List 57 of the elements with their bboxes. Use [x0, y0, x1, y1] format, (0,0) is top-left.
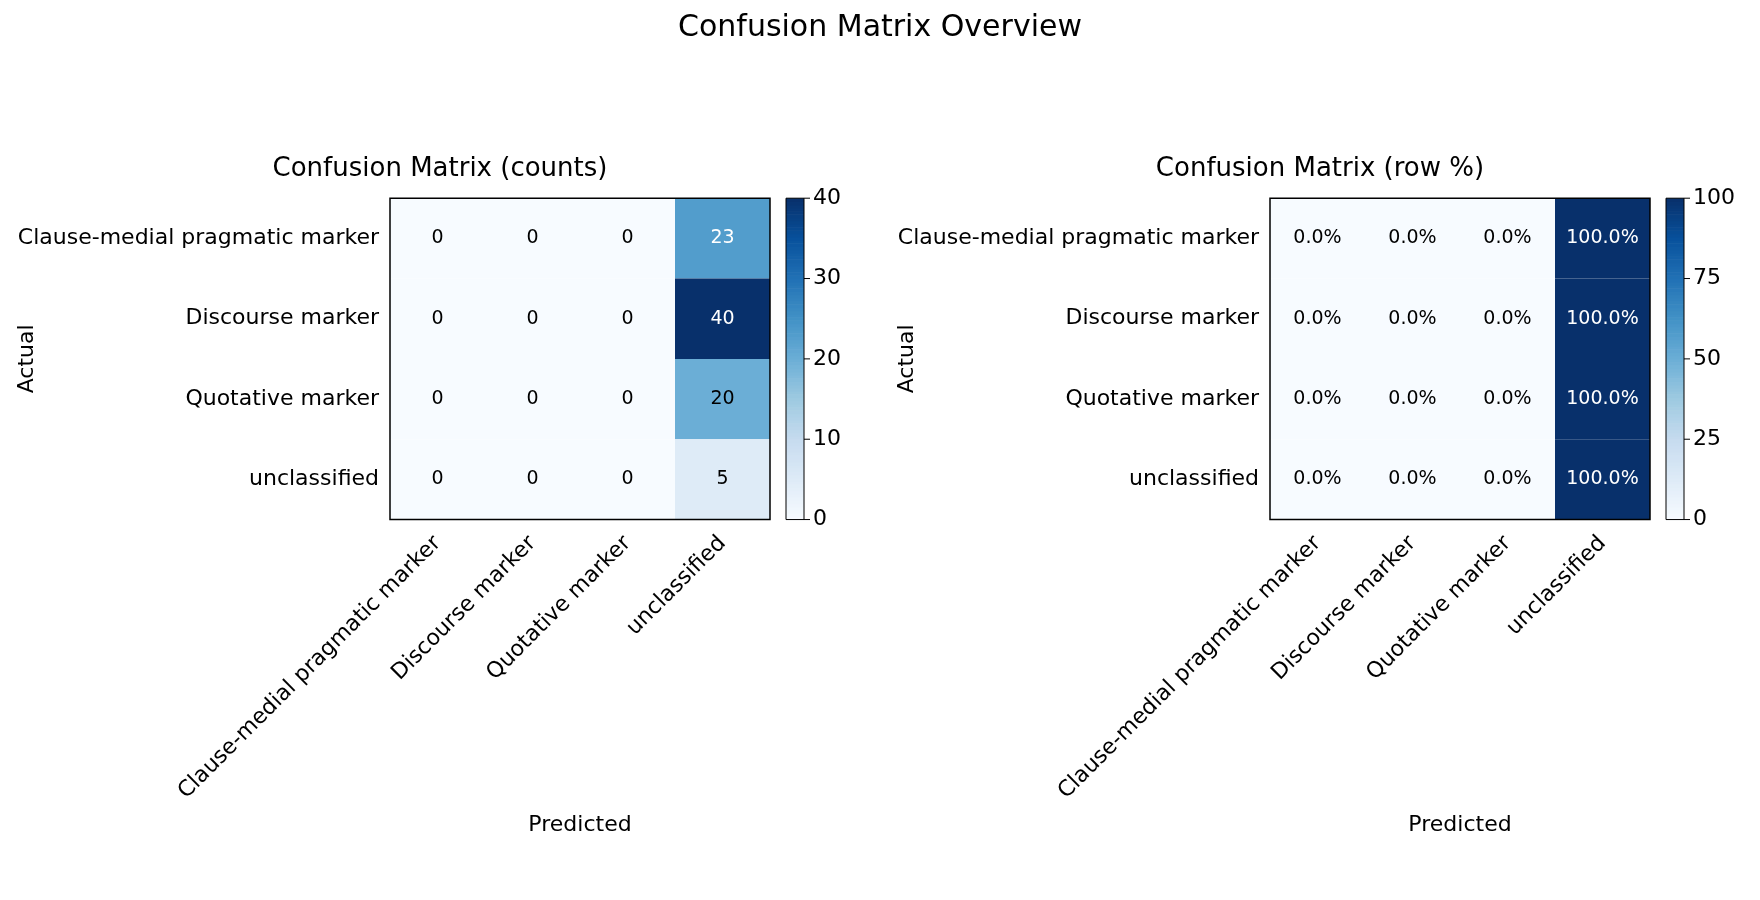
- y-tick-label: Discourse marker: [185, 304, 380, 330]
- data-label: 0.0%: [1388, 466, 1437, 489]
- data-label: 0: [431, 385, 444, 408]
- y-tick-label: Clause-medial pragmatic marker: [17, 224, 380, 250]
- data-label: 100.0%: [1566, 305, 1639, 328]
- data-label: 0: [526, 385, 539, 408]
- data-label: 0.0%: [1388, 385, 1437, 408]
- y-tick-label: Discourse marker: [1065, 304, 1260, 330]
- data-label: 100.0%: [1566, 225, 1639, 248]
- data-label: 0.0%: [1293, 305, 1342, 328]
- data-label: 23: [710, 225, 735, 248]
- color-bar-label: 25: [1693, 424, 1721, 450]
- chart-subtitle: Confusion Matrix (counts): [272, 152, 608, 182]
- data-label: 0.0%: [1483, 466, 1532, 489]
- data-label: 0.0%: [1483, 225, 1532, 248]
- data-label: 0: [431, 225, 444, 248]
- data-label: 0.0%: [1483, 305, 1532, 328]
- chart-subtitle: Confusion Matrix (row %): [1155, 152, 1485, 182]
- data-label: 100.0%: [1566, 385, 1639, 408]
- data-label: 0: [621, 466, 634, 489]
- x-axis-title: Predicted: [528, 810, 632, 836]
- color-bar-label: 100: [1693, 183, 1735, 209]
- data-label: 5: [716, 466, 729, 489]
- data-label: 100.0%: [1566, 466, 1639, 489]
- data-label: 0: [621, 305, 634, 328]
- color-bar-label: 10: [813, 424, 841, 450]
- data-label: 0: [431, 466, 444, 489]
- color-bar-label: 0: [813, 505, 827, 531]
- color-bar-label: 50: [1693, 344, 1721, 370]
- y-tick-label: Quotative marker: [1065, 384, 1260, 410]
- data-label: 0: [526, 466, 539, 489]
- color-bar-label: 40: [813, 183, 841, 209]
- data-label: 0.0%: [1483, 385, 1532, 408]
- x-axis-title: Predicted: [1408, 810, 1512, 836]
- data-label: 40: [710, 305, 735, 328]
- data-label: 0.0%: [1388, 305, 1437, 328]
- y-tick-label: Quotative marker: [185, 384, 380, 410]
- y-tick-label: unclassified: [1129, 465, 1259, 491]
- y-tick-label: unclassified: [249, 465, 379, 491]
- data-label: 0.0%: [1388, 225, 1437, 248]
- data-label: 0: [621, 385, 634, 408]
- data-label: 0.0%: [1293, 225, 1342, 248]
- data-label: 0: [431, 305, 444, 328]
- color-bar-label: 0: [1693, 505, 1707, 531]
- data-label: 0: [621, 225, 634, 248]
- text: Confusion Matrix Overview: [677, 7, 1083, 45]
- data-label: 20: [710, 385, 735, 408]
- data-label: 0: [526, 225, 539, 248]
- data-label: 0.0%: [1293, 385, 1342, 408]
- color-bar-label: 20: [813, 344, 841, 370]
- color-bar-label: 30: [813, 264, 841, 290]
- color-bar-label: 75: [1693, 264, 1721, 290]
- y-axis-title: Actual: [12, 324, 38, 394]
- data-label: 0.0%: [1293, 466, 1342, 489]
- y-tick-label: Clause-medial pragmatic marker: [897, 224, 1260, 250]
- data-label: 0: [526, 305, 539, 328]
- y-axis-title: Actual: [892, 324, 918, 394]
